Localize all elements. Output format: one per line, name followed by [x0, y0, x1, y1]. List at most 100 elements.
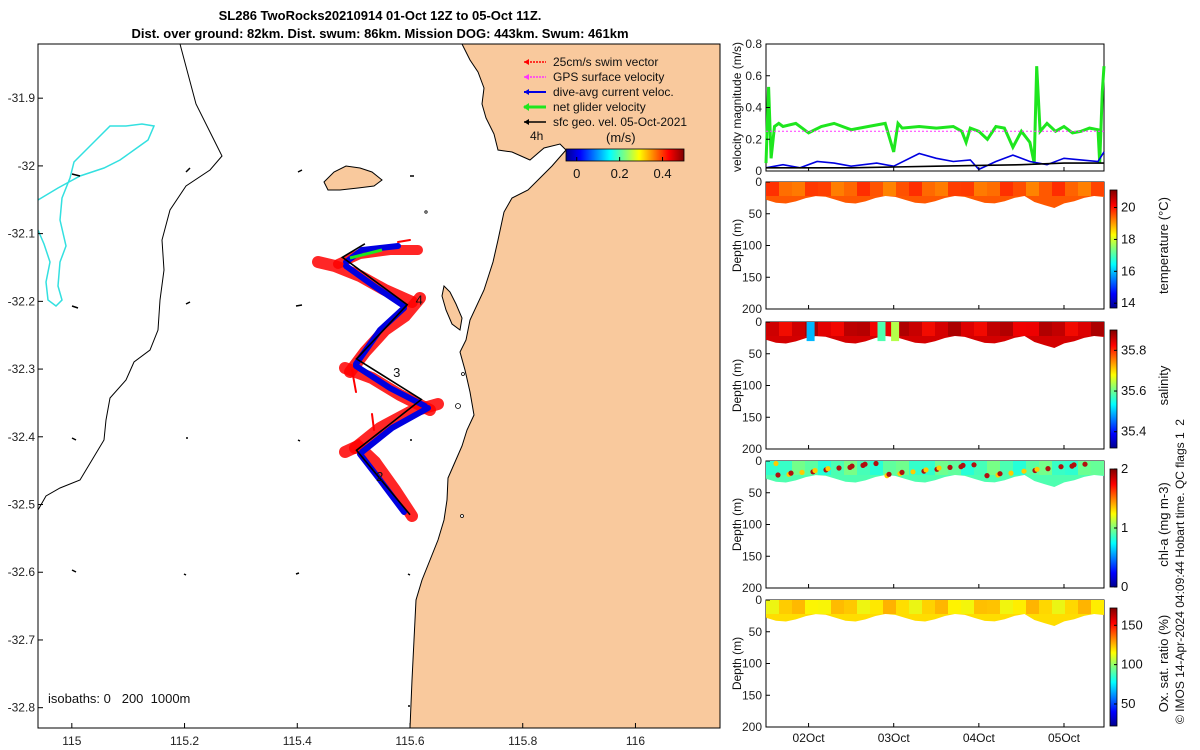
- map-panel: 234 isobaths: 0 200 1000m 115 115.2 115.4 1…: [8, 43, 721, 748]
- section-salinity-cell: [896, 322, 909, 336]
- section-depth-tick-label: 0: [755, 454, 762, 468]
- section-chl-a-hotspot: [1034, 466, 1040, 472]
- track-day-label: 3: [393, 365, 400, 380]
- section-temperature-cell: [1013, 182, 1026, 196]
- map-lon-tick-label: 116: [626, 734, 645, 748]
- time-axis-ticks: 02Oct 03Oct 04Oct 05Oct: [793, 167, 1081, 745]
- section-temperature-cell: [1091, 182, 1104, 196]
- section-temperature-cell: [883, 182, 896, 196]
- section-oxygen-cell: [1000, 600, 1013, 614]
- time-tick-label: 02Oct: [793, 731, 826, 745]
- section-chl-a-cell: [1078, 461, 1091, 475]
- section-salinity-cell: [1013, 322, 1026, 336]
- section-chl-a-hotspot: [923, 467, 929, 473]
- section-chl-a-hotspot: [873, 460, 879, 467]
- section-chl-a-hotspot: [984, 473, 990, 479]
- section-chl-a-hotspot: [788, 470, 794, 476]
- map-colorbar-label: (m/s): [606, 130, 636, 145]
- section-salinity-cell: [1065, 322, 1078, 336]
- section-chl-a-hotspot: [1021, 468, 1027, 474]
- section-salinity-fresh-patch: [891, 322, 900, 342]
- section-salinity: 0 50 100 150 200 Depth (m) 35.4 35.6 35.8 salinit…: [730, 315, 1171, 456]
- time-tick-label: 05Oct: [1048, 731, 1081, 745]
- section-salinity-cell: [1026, 322, 1039, 336]
- section-oxygen-cell: [1026, 600, 1039, 614]
- section-depth-label: Depth (m): [730, 219, 744, 272]
- track-day-labels: 2 3 4: [376, 293, 423, 484]
- section-depth-tick-label: 50: [749, 486, 763, 500]
- section-oxygen-cell: [792, 600, 805, 614]
- section-chl-a-hotspot: [849, 463, 855, 469]
- section-temperature-cell: [935, 182, 948, 196]
- section-oxygen-cell: [935, 600, 948, 614]
- section-chl-a-hotspot: [886, 471, 892, 477]
- section-salinity-cell: [1091, 322, 1104, 336]
- map-lat-tick-label: -32.3: [8, 362, 36, 376]
- section-temperature-cell: [987, 182, 1000, 196]
- legend-item-net: net glider velocity: [523, 100, 646, 114]
- section-depth-tick-label: 200: [742, 720, 762, 734]
- legend-label-net: net glider velocity: [553, 100, 646, 114]
- section-oxygen-cell: [922, 600, 935, 614]
- section-depth-tick-label: 100: [742, 657, 762, 671]
- isobath-cyan: [38, 123, 156, 307]
- section-oxygen-cell: [818, 600, 831, 614]
- net-velocity-segment: [349, 248, 383, 260]
- section-chl-a-hotspot: [836, 465, 842, 471]
- section-temperature-cell: [948, 182, 961, 196]
- section-salinity-colorbar: [1109, 329, 1118, 449]
- section-chl-a-hotspot: [773, 460, 779, 467]
- legend-item-swim: 25cm/s swim vector: [524, 55, 658, 69]
- section-depth-tick-label: 100: [742, 379, 762, 393]
- section-salinity-cell: [909, 322, 922, 336]
- velocity-ylabel: velocity magnitude (m/s): [730, 42, 744, 172]
- section-salinity-fresh-patch: [806, 322, 815, 342]
- section-oxygen-cell: [1039, 600, 1052, 614]
- section-chl-a-hotspot: [1058, 464, 1064, 470]
- section-chl-a-hotspot: [862, 461, 868, 467]
- section-salinity-cell: [792, 322, 805, 336]
- section-depth-tick-label: 50: [749, 625, 763, 639]
- section-salinity-cell: [961, 322, 974, 336]
- section-oxygen-cell: [870, 600, 883, 614]
- map-lat-ticks: -31.9 -32 -32.1 -32.2 -32.3 -32.4 -32.5 -32.6 -3…: [8, 91, 43, 715]
- section-salinity-fresh-patch: [877, 322, 886, 342]
- section-chl-a-hotspot: [960, 462, 966, 468]
- legend-label-swim: 25cm/s swim vector: [553, 55, 658, 69]
- legend-label-sfc: sfc geo. vel. 05-Oct-2021: [553, 115, 687, 129]
- section-salinity-cell: [1039, 322, 1052, 336]
- velocity-series-sfc: [766, 162, 1104, 169]
- section-chl-a-hotspot: [910, 469, 916, 475]
- time-tick-label: 04Oct: [963, 731, 996, 745]
- isobath-label: isobaths: 0 200 1000m: [48, 691, 190, 706]
- map-colorbar: [565, 148, 685, 162]
- section-chl-a: 0 50 100 150 200 Depth (m) 0 1 2 chl-a (mg m-3): [730, 454, 1171, 595]
- velocity-y-tick-label: 0.4: [745, 101, 762, 115]
- section-temperature-cell: [1000, 182, 1013, 196]
- section-oxygen-cell: [883, 600, 896, 614]
- map-lat-tick-label: -32.2: [8, 294, 36, 308]
- map-legend: 25cm/s swim vector GPS surface velocity …: [523, 55, 687, 181]
- velocity-series-dive-avg: [765, 151, 1105, 171]
- section-colorbar-tick-label: 35.4: [1121, 424, 1146, 439]
- time-tick-label: 03Oct: [878, 731, 911, 745]
- map-colorbar-tick-label: 0.2: [611, 166, 629, 181]
- section-oxygen-cell: [948, 600, 961, 614]
- section-chl-a-cell: [987, 461, 1000, 475]
- section-salinity-cell: [818, 322, 831, 336]
- section-temperature-cell: [805, 182, 818, 196]
- section-chl-a-hotspot: [1082, 461, 1088, 467]
- section-oxygen-cell: [961, 600, 974, 614]
- track-day-label: 4: [416, 293, 423, 308]
- section-colorbar-label: chl-a (mg m-3): [1156, 482, 1171, 567]
- section-chl-a-cell: [779, 461, 792, 475]
- map-lat-tick-label: -32.7: [8, 633, 36, 647]
- legend-item-gps: GPS surface velocity: [524, 70, 664, 84]
- section-oxygen-cell: [1052, 600, 1065, 614]
- section-oxygen-cell: [1065, 600, 1078, 614]
- section-chl-a-hotspot: [812, 467, 818, 474]
- side-note: © IMOS 14-Apr-2024 04:09:44 Hobart time.…: [1173, 419, 1187, 724]
- velocity-y-tick-label: 0.8: [745, 37, 762, 51]
